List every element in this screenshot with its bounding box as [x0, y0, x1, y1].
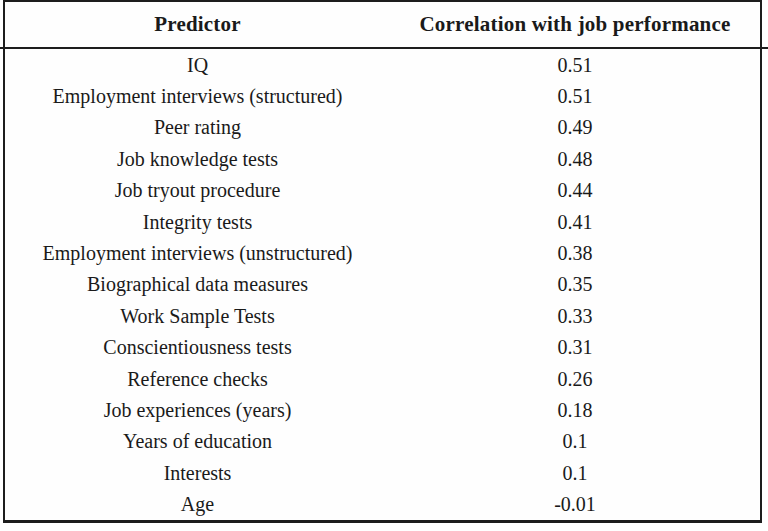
correlation-cell: 0.1	[390, 462, 760, 484]
table-screenshot: Predictor Correlation with job performan…	[0, 0, 768, 531]
correlation-cell: 0.35	[390, 273, 760, 295]
predictor-cell: Biographical data measures	[5, 273, 390, 295]
table-row: Job experiences (years) 0.18	[5, 394, 760, 425]
correlation-cell: -0.01	[390, 493, 760, 515]
correlation-cell: 0.51	[390, 85, 760, 107]
predictor-cell: Employment interviews (unstructured)	[5, 242, 390, 264]
predictor-cell: Job knowledge tests	[5, 148, 390, 170]
correlation-cell: 0.49	[390, 116, 760, 138]
predictor-cell: Years of education	[5, 430, 390, 452]
column-header-predictor: Predictor	[5, 13, 390, 36]
correlation-cell: 0.18	[390, 399, 760, 421]
predictor-cell: Job experiences (years)	[5, 399, 390, 421]
predictor-cell: Reference checks	[5, 368, 390, 390]
predictor-cell: IQ	[5, 54, 390, 76]
correlation-cell: 0.48	[390, 148, 760, 170]
table-row: Job knowledge tests 0.48	[5, 143, 760, 174]
correlation-cell: 0.33	[390, 305, 760, 327]
table-row: Integrity tests 0.41	[5, 206, 760, 237]
table-row: Employment interviews (structured) 0.51	[5, 80, 760, 111]
correlation-cell: 0.44	[390, 179, 760, 201]
table-row: Job tryout procedure 0.44	[5, 175, 760, 206]
column-header-correlation: Correlation with job performance	[390, 13, 760, 36]
table-row: Years of education 0.1	[5, 426, 760, 457]
predictor-correlation-table: Predictor Correlation with job performan…	[3, 0, 762, 523]
table-header-row: Predictor Correlation with job performan…	[5, 2, 760, 47]
predictor-cell: Work Sample Tests	[5, 305, 390, 327]
table-row: Peer rating 0.49	[5, 112, 760, 143]
correlation-cell: 0.41	[390, 211, 760, 233]
table-row: Employment interviews (unstructured) 0.3…	[5, 237, 760, 268]
table-row: Biographical data measures 0.35	[5, 269, 760, 300]
predictor-cell: Job tryout procedure	[5, 179, 390, 201]
predictor-cell: Conscientiousness tests	[5, 336, 390, 358]
correlation-cell: 0.26	[390, 368, 760, 390]
correlation-cell: 0.1	[390, 430, 760, 452]
table-row: Age -0.01	[5, 488, 760, 519]
predictor-cell: Interests	[5, 462, 390, 484]
table-row: Conscientiousness tests 0.31	[5, 332, 760, 363]
correlation-cell: 0.51	[390, 54, 760, 76]
predictor-cell: Age	[5, 493, 390, 515]
correlation-cell: 0.38	[390, 242, 760, 264]
predictor-cell: Employment interviews (structured)	[5, 85, 390, 107]
predictor-cell: Integrity tests	[5, 211, 390, 233]
correlation-cell: 0.31	[390, 336, 760, 358]
table-row: IQ 0.51	[5, 49, 760, 80]
table-row: Interests 0.1	[5, 457, 760, 488]
table-row: Work Sample Tests 0.33	[5, 300, 760, 331]
predictor-cell: Peer rating	[5, 116, 390, 138]
table-row: Reference checks 0.26	[5, 363, 760, 394]
